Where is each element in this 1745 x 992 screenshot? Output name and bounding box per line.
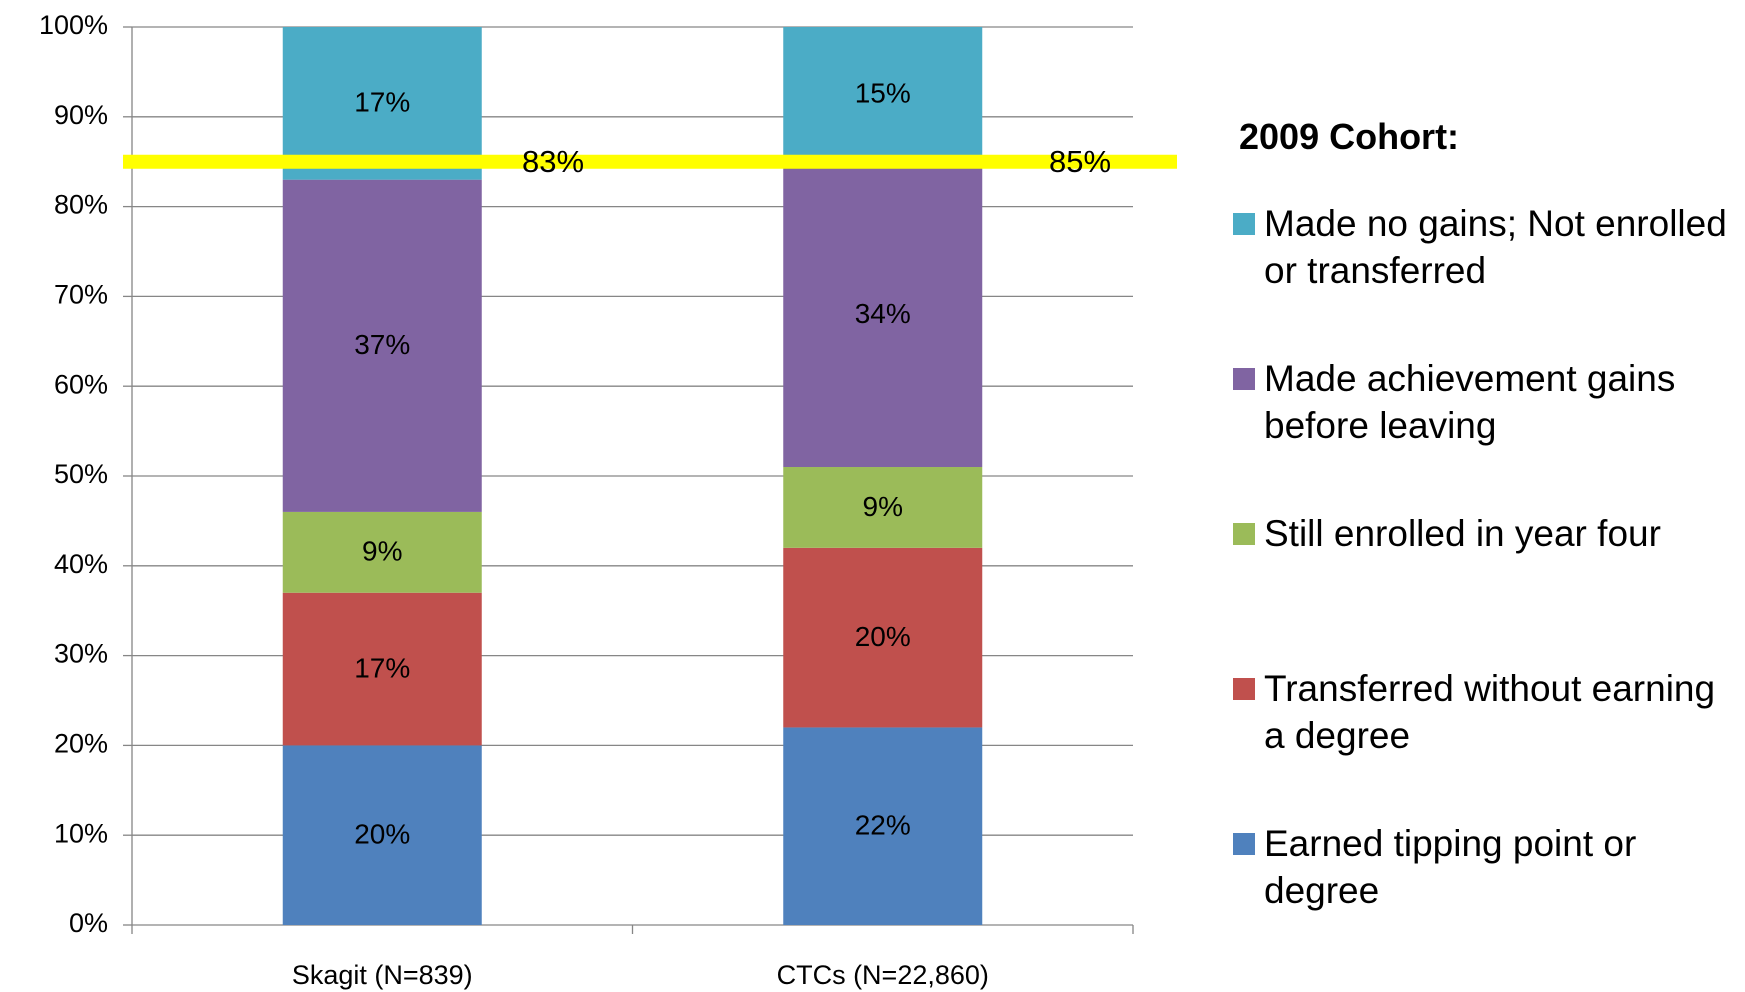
data-label: 20% bbox=[855, 621, 911, 652]
legend-item: Made no gains; Not enrolled or transferr… bbox=[1233, 200, 1743, 294]
y-tick-label: 90% bbox=[54, 100, 108, 130]
data-label: 9% bbox=[863, 491, 903, 522]
legend-label: Still enrolled in year four bbox=[1264, 513, 1661, 554]
legend-swatch bbox=[1233, 678, 1255, 700]
data-label: 34% bbox=[855, 298, 911, 329]
bar-segment bbox=[282, 27, 482, 180]
data-label: 17% bbox=[354, 652, 410, 683]
y-tick-label: 70% bbox=[54, 280, 108, 310]
legend-title: 2009 Cohort: bbox=[1239, 116, 1460, 157]
legend-swatch bbox=[1233, 833, 1255, 855]
y-tick-label: 20% bbox=[54, 729, 108, 759]
y-tick-label: 50% bbox=[54, 459, 108, 489]
data-label: 15% bbox=[855, 78, 911, 109]
y-tick-label: 60% bbox=[54, 369, 108, 399]
bar-segment bbox=[783, 547, 983, 728]
bar-segment bbox=[783, 161, 983, 468]
legend-swatch bbox=[1233, 368, 1255, 390]
y-tick-label: 100% bbox=[39, 10, 108, 40]
legend-item: Earned tipping point or degree bbox=[1233, 820, 1743, 914]
data-label: 20% bbox=[354, 819, 410, 850]
legend-label: Earned tipping point or degree bbox=[1264, 823, 1637, 911]
data-label: 9% bbox=[362, 536, 402, 567]
bar-segment bbox=[783, 27, 983, 162]
legend-item: Still enrolled in year four bbox=[1233, 510, 1743, 557]
y-tick-label: 10% bbox=[54, 818, 108, 848]
legend-item: Transferred without earning a degree bbox=[1233, 665, 1743, 759]
y-tick-label: 30% bbox=[54, 639, 108, 669]
data-label: 22% bbox=[855, 810, 911, 841]
legend-item: Made achievement gains before leaving bbox=[1233, 355, 1743, 449]
annotation: 85% bbox=[1049, 144, 1111, 179]
legend-label: Made no gains; Not enrolled or transferr… bbox=[1264, 203, 1727, 291]
annotation: 83% bbox=[522, 144, 584, 179]
bar-segment bbox=[783, 467, 983, 548]
y-tick-label: 0% bbox=[69, 908, 108, 938]
bar-segment bbox=[282, 511, 482, 593]
data-label: 37% bbox=[354, 329, 410, 360]
data-label: 17% bbox=[354, 87, 410, 118]
legend-swatch bbox=[1233, 213, 1255, 235]
bar-segment bbox=[282, 179, 482, 512]
y-tick-label: 80% bbox=[54, 190, 108, 220]
x-tick-label: Skagit (N=839) bbox=[292, 960, 473, 990]
bar-segment bbox=[783, 727, 983, 925]
bar-segment bbox=[282, 592, 482, 746]
legend-label: Transferred without earning a degree bbox=[1264, 668, 1716, 756]
y-tick-label: 40% bbox=[54, 549, 108, 579]
x-tick-label: CTCs (N=22,860) bbox=[777, 960, 989, 990]
legend-label: Made achievement gains before leaving bbox=[1264, 358, 1676, 446]
legend-swatch bbox=[1233, 523, 1255, 545]
bar-segment bbox=[282, 745, 482, 925]
